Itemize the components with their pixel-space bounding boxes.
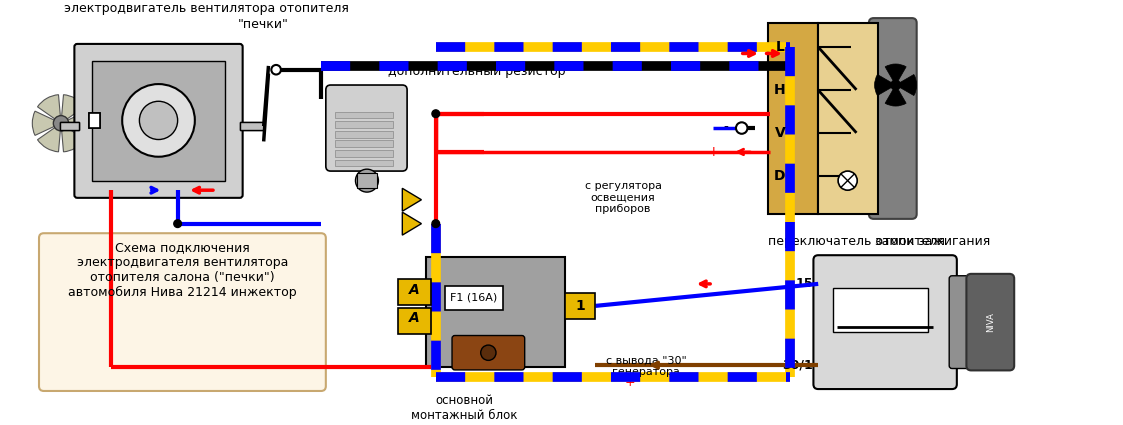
Text: A: A: [409, 283, 419, 297]
Circle shape: [736, 122, 748, 134]
Text: "печки": "печки": [238, 17, 289, 31]
FancyBboxPatch shape: [813, 255, 957, 389]
Bar: [336, 160, 393, 166]
Circle shape: [139, 101, 177, 139]
Wedge shape: [61, 95, 84, 123]
Circle shape: [272, 65, 281, 74]
Wedge shape: [896, 74, 916, 96]
Wedge shape: [885, 64, 906, 85]
Bar: [60, 122, 79, 130]
Text: -: -: [723, 121, 729, 135]
Bar: [446, 286, 503, 310]
Bar: [427, 257, 565, 367]
Text: +: +: [624, 376, 636, 389]
Text: +: +: [707, 145, 719, 159]
FancyBboxPatch shape: [967, 274, 1014, 371]
Bar: [336, 141, 393, 147]
Text: 15: 15: [796, 278, 813, 290]
Text: основной
монтажный блок: основной монтажный блок: [411, 394, 518, 422]
Text: F1 (16A): F1 (16A): [450, 292, 497, 302]
Polygon shape: [402, 212, 421, 235]
Text: 30/1: 30/1: [783, 359, 813, 371]
Text: L: L: [776, 40, 784, 54]
Text: NIVA: NIVA: [986, 312, 995, 332]
Circle shape: [174, 220, 182, 227]
Bar: [818, 23, 878, 214]
FancyBboxPatch shape: [453, 335, 524, 370]
Bar: [240, 122, 264, 130]
Circle shape: [432, 110, 439, 118]
FancyBboxPatch shape: [869, 18, 916, 219]
Bar: [336, 112, 393, 119]
Bar: [768, 23, 818, 214]
Bar: [336, 131, 393, 138]
Wedge shape: [61, 111, 90, 136]
Bar: [832, 288, 928, 332]
Circle shape: [481, 345, 496, 360]
Circle shape: [891, 80, 901, 90]
FancyBboxPatch shape: [949, 276, 974, 368]
Circle shape: [838, 171, 857, 190]
Bar: [89, 113, 100, 128]
Bar: [89, 113, 100, 128]
Bar: [398, 279, 431, 305]
Text: электродвигатель вентилятора отопителя: электродвигатель вентилятора отопителя: [64, 2, 349, 15]
Text: -: -: [300, 63, 304, 76]
Wedge shape: [33, 111, 61, 136]
Circle shape: [54, 116, 69, 131]
Polygon shape: [402, 188, 421, 211]
Wedge shape: [61, 123, 84, 152]
FancyBboxPatch shape: [74, 44, 243, 198]
Bar: [398, 308, 431, 334]
Bar: [336, 150, 393, 157]
FancyBboxPatch shape: [326, 85, 408, 171]
Bar: [92, 61, 226, 181]
FancyBboxPatch shape: [39, 233, 326, 391]
Text: дополнительный резистор: дополнительный резистор: [387, 65, 566, 78]
Text: переключатель отопителя: переключатель отопителя: [768, 235, 944, 247]
Wedge shape: [885, 85, 906, 106]
Text: H: H: [774, 83, 786, 97]
Text: A: A: [409, 311, 419, 325]
Bar: [60, 122, 79, 130]
Text: с регулятора
освещения
приборов: с регулятора освещения приборов: [585, 181, 661, 214]
Bar: [565, 293, 595, 319]
Text: с вывода "30"
генератора: с вывода "30" генератора: [605, 356, 686, 377]
Bar: [357, 173, 376, 188]
Circle shape: [122, 84, 195, 157]
Text: 1: 1: [575, 299, 585, 313]
Text: замок зажигания: замок зажигания: [875, 235, 990, 247]
Circle shape: [432, 220, 439, 227]
Circle shape: [356, 169, 378, 192]
Text: V: V: [775, 126, 785, 140]
Wedge shape: [37, 95, 61, 123]
Text: D: D: [774, 169, 786, 183]
Bar: [336, 122, 393, 128]
Wedge shape: [875, 74, 896, 96]
Wedge shape: [37, 123, 61, 152]
Bar: [240, 122, 264, 130]
Text: Схема подключения
электродвигателя вентилятора
отопителя салона ("печки")
автомо: Схема подключения электродвигателя венти…: [69, 241, 296, 299]
